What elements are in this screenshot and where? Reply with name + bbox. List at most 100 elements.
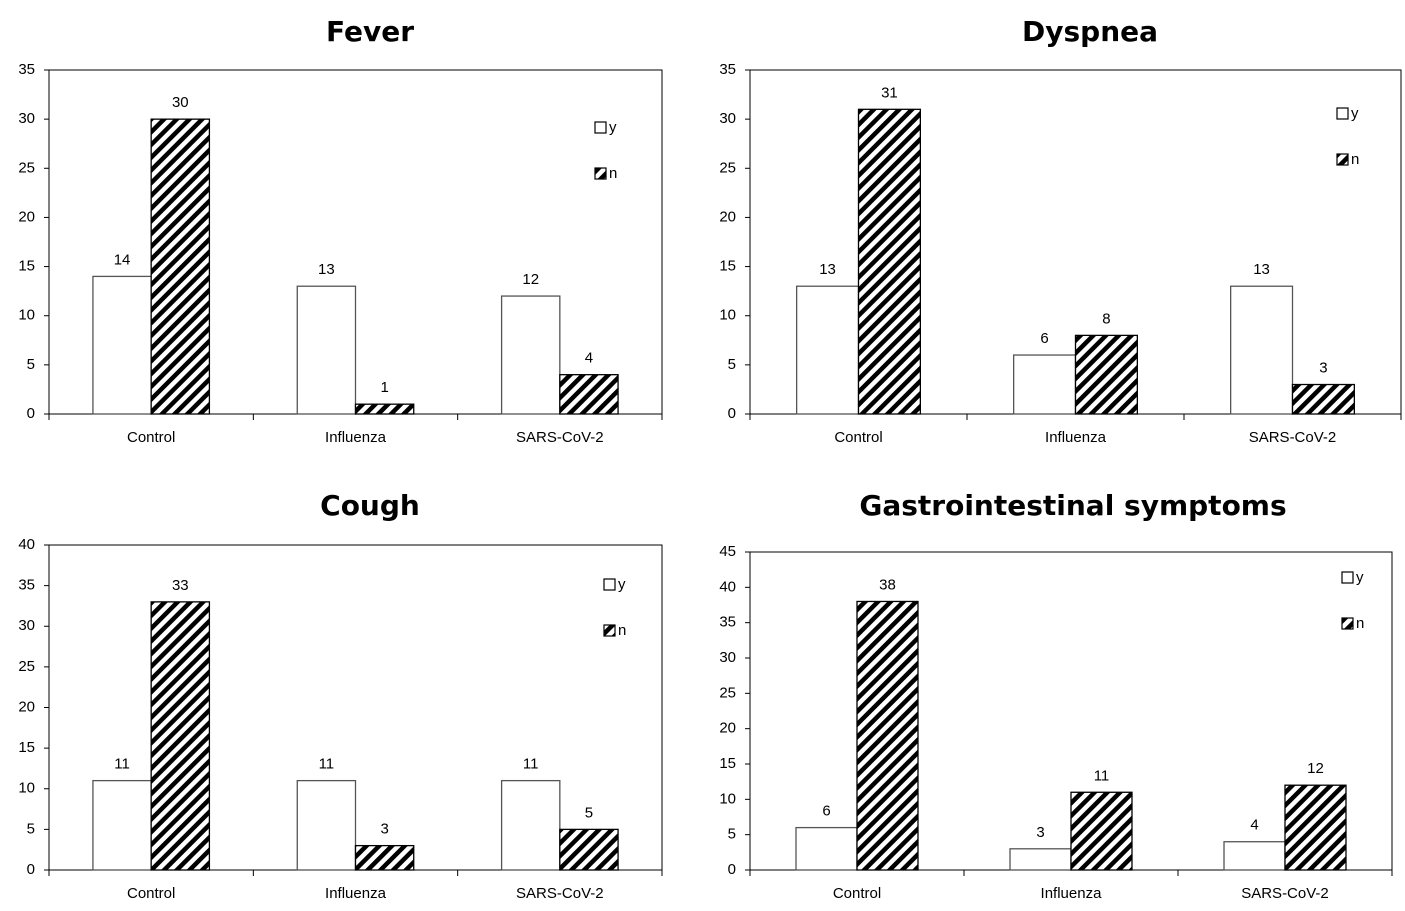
legend-swatch-n <box>1341 617 1354 630</box>
y-tick-label: 0 <box>728 405 736 422</box>
data-label: 1 <box>380 379 388 396</box>
legend-label: y <box>618 576 626 593</box>
y-tick-label: 10 <box>18 780 35 797</box>
chart-panel-0: Fever05101520253035Control1430Influenza1… <box>18 15 663 446</box>
data-label: 6 <box>822 803 830 820</box>
y-tick-label: 35 <box>719 61 736 78</box>
legend-label: y <box>609 119 617 136</box>
data-label: 3 <box>380 821 388 838</box>
bar-y-control <box>796 285 860 415</box>
y-tick-label: 25 <box>18 159 35 176</box>
legend-swatch-y <box>594 121 607 134</box>
y-tick-label: 30 <box>18 110 35 127</box>
legend-label: n <box>609 165 617 182</box>
bar-n-sars-cov-2 <box>559 374 619 415</box>
x-category-label: Influenza <box>325 429 387 446</box>
y-tick-label: 35 <box>719 614 736 631</box>
y-tick-label: 10 <box>719 307 736 324</box>
chart-panel-2: Cough0510152025303540Control1133Influenz… <box>18 489 663 902</box>
bar-n-sars-cov-2 <box>559 828 619 871</box>
data-label: 12 <box>1307 760 1324 777</box>
bar-y-sars-cov-2 <box>500 779 561 871</box>
x-category-label: Influenza <box>1045 429 1107 446</box>
chart-title: Cough <box>320 489 420 522</box>
data-label: 38 <box>879 576 896 593</box>
y-tick-label: 40 <box>18 536 35 553</box>
data-label: 11 <box>319 756 335 773</box>
bar-n-control <box>856 600 919 871</box>
x-category-label: Influenza <box>1041 885 1103 902</box>
legend-label: n <box>618 622 626 639</box>
y-tick-label: 25 <box>719 684 736 701</box>
y-tick-label: 10 <box>719 790 736 807</box>
y-tick-label: 25 <box>18 658 35 675</box>
y-tick-label: 20 <box>18 698 35 715</box>
x-category-label: SARS-CoV-2 <box>516 429 604 446</box>
bar-y-influenza <box>1013 354 1077 415</box>
bar-y-influenza <box>296 285 357 415</box>
legend-label: y <box>1351 105 1359 122</box>
y-tick-label: 15 <box>719 258 736 275</box>
chart-title: Dyspnea <box>1022 15 1158 48</box>
x-category-label: Control <box>834 429 882 446</box>
data-label: 30 <box>172 94 189 111</box>
data-label: 11 <box>114 756 130 773</box>
x-category-label: Influenza <box>325 885 387 902</box>
data-label: 31 <box>881 84 898 101</box>
y-tick-label: 0 <box>728 861 736 878</box>
y-tick-label: 15 <box>18 739 35 756</box>
bar-y-influenza <box>296 779 357 871</box>
data-label: 4 <box>585 350 593 367</box>
y-tick-label: 30 <box>719 110 736 127</box>
data-label: 4 <box>1250 817 1258 834</box>
bar-n-influenza <box>354 844 415 871</box>
chart-title: Gastrointestinal symptoms <box>859 489 1286 522</box>
data-label: 13 <box>1253 261 1270 278</box>
bar-y-control <box>92 779 152 871</box>
bar-y-sars-cov-2 <box>500 295 561 415</box>
y-tick-label: 30 <box>719 649 736 666</box>
chart-panel-1: Dyspnea 0 5 10 15 20 25 30 35 Control 13 31 Influenz… <box>719 15 1402 446</box>
data-label: 33 <box>172 577 189 594</box>
bar-y-control <box>92 275 152 415</box>
legend-label: n <box>1351 151 1359 168</box>
bar-y-sars-cov-2 <box>1223 841 1286 871</box>
y-tick-label: 5 <box>728 826 736 843</box>
y-tick-label: 20 <box>719 720 736 737</box>
y-tick-label: 25 <box>719 159 736 176</box>
legend-swatch-n <box>603 624 616 637</box>
y-tick-label: 15 <box>18 258 35 275</box>
y-tick-label: 30 <box>18 617 35 634</box>
bar-n-control <box>150 118 211 415</box>
legend-swatch-n <box>594 167 607 180</box>
bar-n-influenza <box>1070 791 1133 871</box>
data-label: 11 <box>1094 767 1110 784</box>
y-tick-label: 35 <box>18 61 35 78</box>
bar-n-control <box>150 601 211 871</box>
x-category-label: SARS-CoV-2 <box>1249 429 1337 446</box>
legend-label: y <box>1356 569 1364 586</box>
bar-y-influenza <box>1009 848 1072 871</box>
legend-label: n <box>1356 615 1364 632</box>
y-tick-label: 5 <box>27 820 35 837</box>
y-tick-label: 20 <box>18 208 35 225</box>
data-label: 3 <box>1319 360 1327 377</box>
data-label: 13 <box>318 261 335 278</box>
x-category-label: Control <box>127 885 175 902</box>
data-label: 3 <box>1036 824 1044 841</box>
bar-y-control <box>795 826 858 871</box>
x-category-label: Control <box>833 885 881 902</box>
chart-panel-3: Gastrointestinal symptoms 0 5 10 15 20 25 30 35 4… <box>719 489 1393 902</box>
data-label: 8 <box>1102 310 1110 327</box>
bar-n-control <box>857 108 921 415</box>
data-label: 6 <box>1040 330 1048 347</box>
legend-swatch-y <box>1341 571 1354 584</box>
x-category-label: SARS-CoV-2 <box>1241 885 1329 902</box>
data-label: 14 <box>114 251 131 268</box>
y-tick-label: 45 <box>719 543 736 560</box>
legend-swatch-y <box>1336 107 1349 120</box>
bar-y-sars-cov-2 <box>1230 285 1294 415</box>
bar-n-influenza <box>1074 334 1138 415</box>
y-tick-label: 5 <box>27 356 35 373</box>
data-label: 13 <box>819 261 836 278</box>
